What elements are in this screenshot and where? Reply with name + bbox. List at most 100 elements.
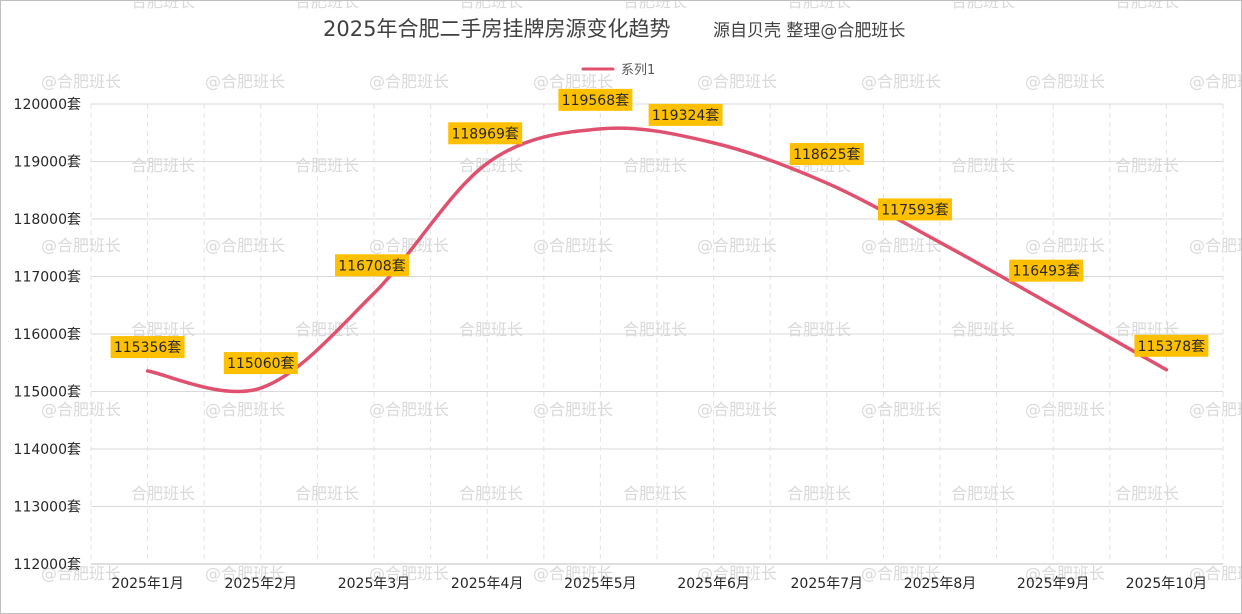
watermark-text: @合肥班长 [1189, 72, 1241, 91]
watermark-text: @合肥班长 [697, 236, 777, 255]
series-line [145, 126, 1169, 394]
data-label-box [648, 103, 723, 126]
watermark-text: @合肥班长 [205, 72, 285, 91]
watermark-text: @合肥班长 [41, 564, 121, 583]
watermark-text: @合肥班长 [1189, 400, 1241, 419]
watermark-text: @合肥班长 [205, 564, 285, 583]
x-tick-label: 2025年3月 [338, 576, 411, 592]
watermark-text: 合肥班长 [459, 320, 523, 339]
y-tick-label: 114000套 [14, 442, 81, 458]
x-tick-label: 2025年7月 [791, 576, 864, 592]
watermark-text: 合肥班长 [1115, 156, 1179, 175]
data-label: 117593套 [878, 198, 952, 221]
watermark-text: @合肥班长 [533, 564, 613, 583]
watermark-text: @合肥班长 [1189, 564, 1241, 583]
data-label: 115378套 [1134, 334, 1209, 357]
data-label: 119568套 [558, 88, 633, 111]
watermark-text: 合肥班长 [131, 484, 195, 503]
watermark-text: @合肥班长 [861, 564, 941, 583]
data-label-box [448, 122, 523, 145]
watermark-text: @合肥班长 [41, 236, 121, 255]
watermark-text: 合肥班长 [787, 484, 851, 503]
watermark-text: 合肥班长 [295, 320, 359, 339]
watermark-text: 合肥班长 [295, 1, 359, 11]
watermark-text: @合肥班长 [697, 72, 777, 91]
watermark-text: 合肥班长 [623, 320, 687, 339]
watermark-text: 合肥班长 [951, 1, 1015, 11]
data-label-text: 116493套 [1012, 264, 1079, 280]
x-axis: 2025年1月 2025年2月 2025年3月 2025年4月 2025年5月 2025年… [111, 576, 1207, 592]
watermark-text: 合肥班长 [295, 156, 359, 175]
watermark-text: @合肥班长 [697, 564, 777, 583]
data-label-box [1009, 259, 1084, 282]
data-label: 118625套 [789, 143, 864, 166]
watermark-text: @合肥班长 [533, 236, 613, 255]
data-label-text: 118969套 [451, 126, 518, 142]
watermark-text: @合肥班长 [1189, 236, 1241, 255]
x-tick-label: 2025年5月 [564, 576, 637, 592]
data-label-text: 116708套 [338, 258, 405, 274]
data-label: 119324套 [648, 103, 723, 126]
x-tick-label: 2025年9月 [1017, 576, 1090, 592]
watermark-text: @合肥班长 [861, 72, 941, 91]
y-tick-label: 118000套 [14, 212, 81, 228]
y-tick-label: 117000套 [14, 270, 81, 286]
data-label: 115356套 [110, 336, 185, 359]
watermark-text: @合肥班长 [205, 400, 285, 419]
y-tick-label: 112000套 [14, 557, 81, 573]
watermark-text: 合肥班长 [1115, 1, 1179, 11]
chart-title: 2025年合肥二手房挂牌房源变化趋势 [323, 17, 670, 41]
watermark-text: @合肥班长 [1025, 400, 1105, 419]
watermark-text: @合肥班长 [369, 72, 449, 91]
legend: 系列1 [581, 63, 655, 78]
watermark-text: @合肥班长 [533, 400, 613, 419]
watermark-text: 合肥班长 [951, 320, 1015, 339]
watermark-text: 合肥班长 [131, 156, 195, 175]
x-tick-label: 2025年6月 [677, 576, 750, 592]
data-label-box [110, 336, 185, 359]
watermark-text: 合肥班长 [131, 1, 195, 11]
watermark-text: @合肥班长 [533, 72, 613, 91]
data-label-box [789, 143, 864, 166]
watermark-text: 合肥班长 [951, 484, 1015, 503]
watermark-text: @合肥班长 [369, 564, 449, 583]
data-label: 116708套 [335, 254, 409, 277]
watermark-text: @合肥班长 [41, 400, 121, 419]
watermark-text: @合肥班长 [697, 400, 777, 419]
data-label: 118969套 [448, 122, 523, 145]
data-label-text: 118625套 [793, 147, 860, 163]
watermark-text: 合肥班长 [1115, 484, 1179, 503]
data-label-text: 119568套 [562, 93, 629, 109]
y-axis: 112000套 113000套 114000套 115000套 116000套 11700… [14, 97, 81, 573]
watermark-text: @合肥班长 [205, 236, 285, 255]
watermark-text: @合肥班长 [1025, 564, 1105, 583]
watermark-text: @合肥班长 [861, 236, 941, 255]
data-label-text: 117593套 [881, 202, 948, 218]
data-label-text: 115060套 [227, 356, 294, 372]
watermark-text: @合肥班长 [1025, 72, 1105, 91]
y-tick-label: 120000套 [14, 97, 81, 113]
x-tick-label: 2025年2月 [225, 576, 298, 592]
data-label-text: 115356套 [114, 340, 181, 356]
watermark-text: 合肥班长 [459, 156, 523, 175]
y-tick-label: 119000套 [14, 155, 81, 171]
data-label-box [878, 198, 952, 221]
watermark-text: @合肥班长 [41, 72, 121, 91]
data-label-box [335, 254, 409, 277]
watermark-text: @合肥班长 [369, 236, 449, 255]
y-tick-label: 113000套 [14, 500, 81, 516]
watermark-text: 合肥班长 [459, 1, 523, 11]
watermark-text: 合肥班长 [787, 320, 851, 339]
watermark-text: 合肥班长 [623, 484, 687, 503]
chart-subtitle: 源自贝壳 整理@合肥班长 [713, 21, 905, 41]
legend-label: 系列1 [621, 63, 655, 78]
watermark-text: 合肥班长 [951, 156, 1015, 175]
data-label-text: 119324套 [652, 108, 719, 124]
data-label: 115060套 [223, 352, 298, 375]
data-labels: 115356套 115060套 116708套 118969套 119568套 11932… [110, 88, 1209, 375]
data-label-text: 115378套 [1138, 339, 1205, 355]
x-tick-label: 2025年1月 [111, 576, 184, 592]
data-label-box [1134, 334, 1209, 357]
watermark-text: 合肥班长 [295, 484, 359, 503]
